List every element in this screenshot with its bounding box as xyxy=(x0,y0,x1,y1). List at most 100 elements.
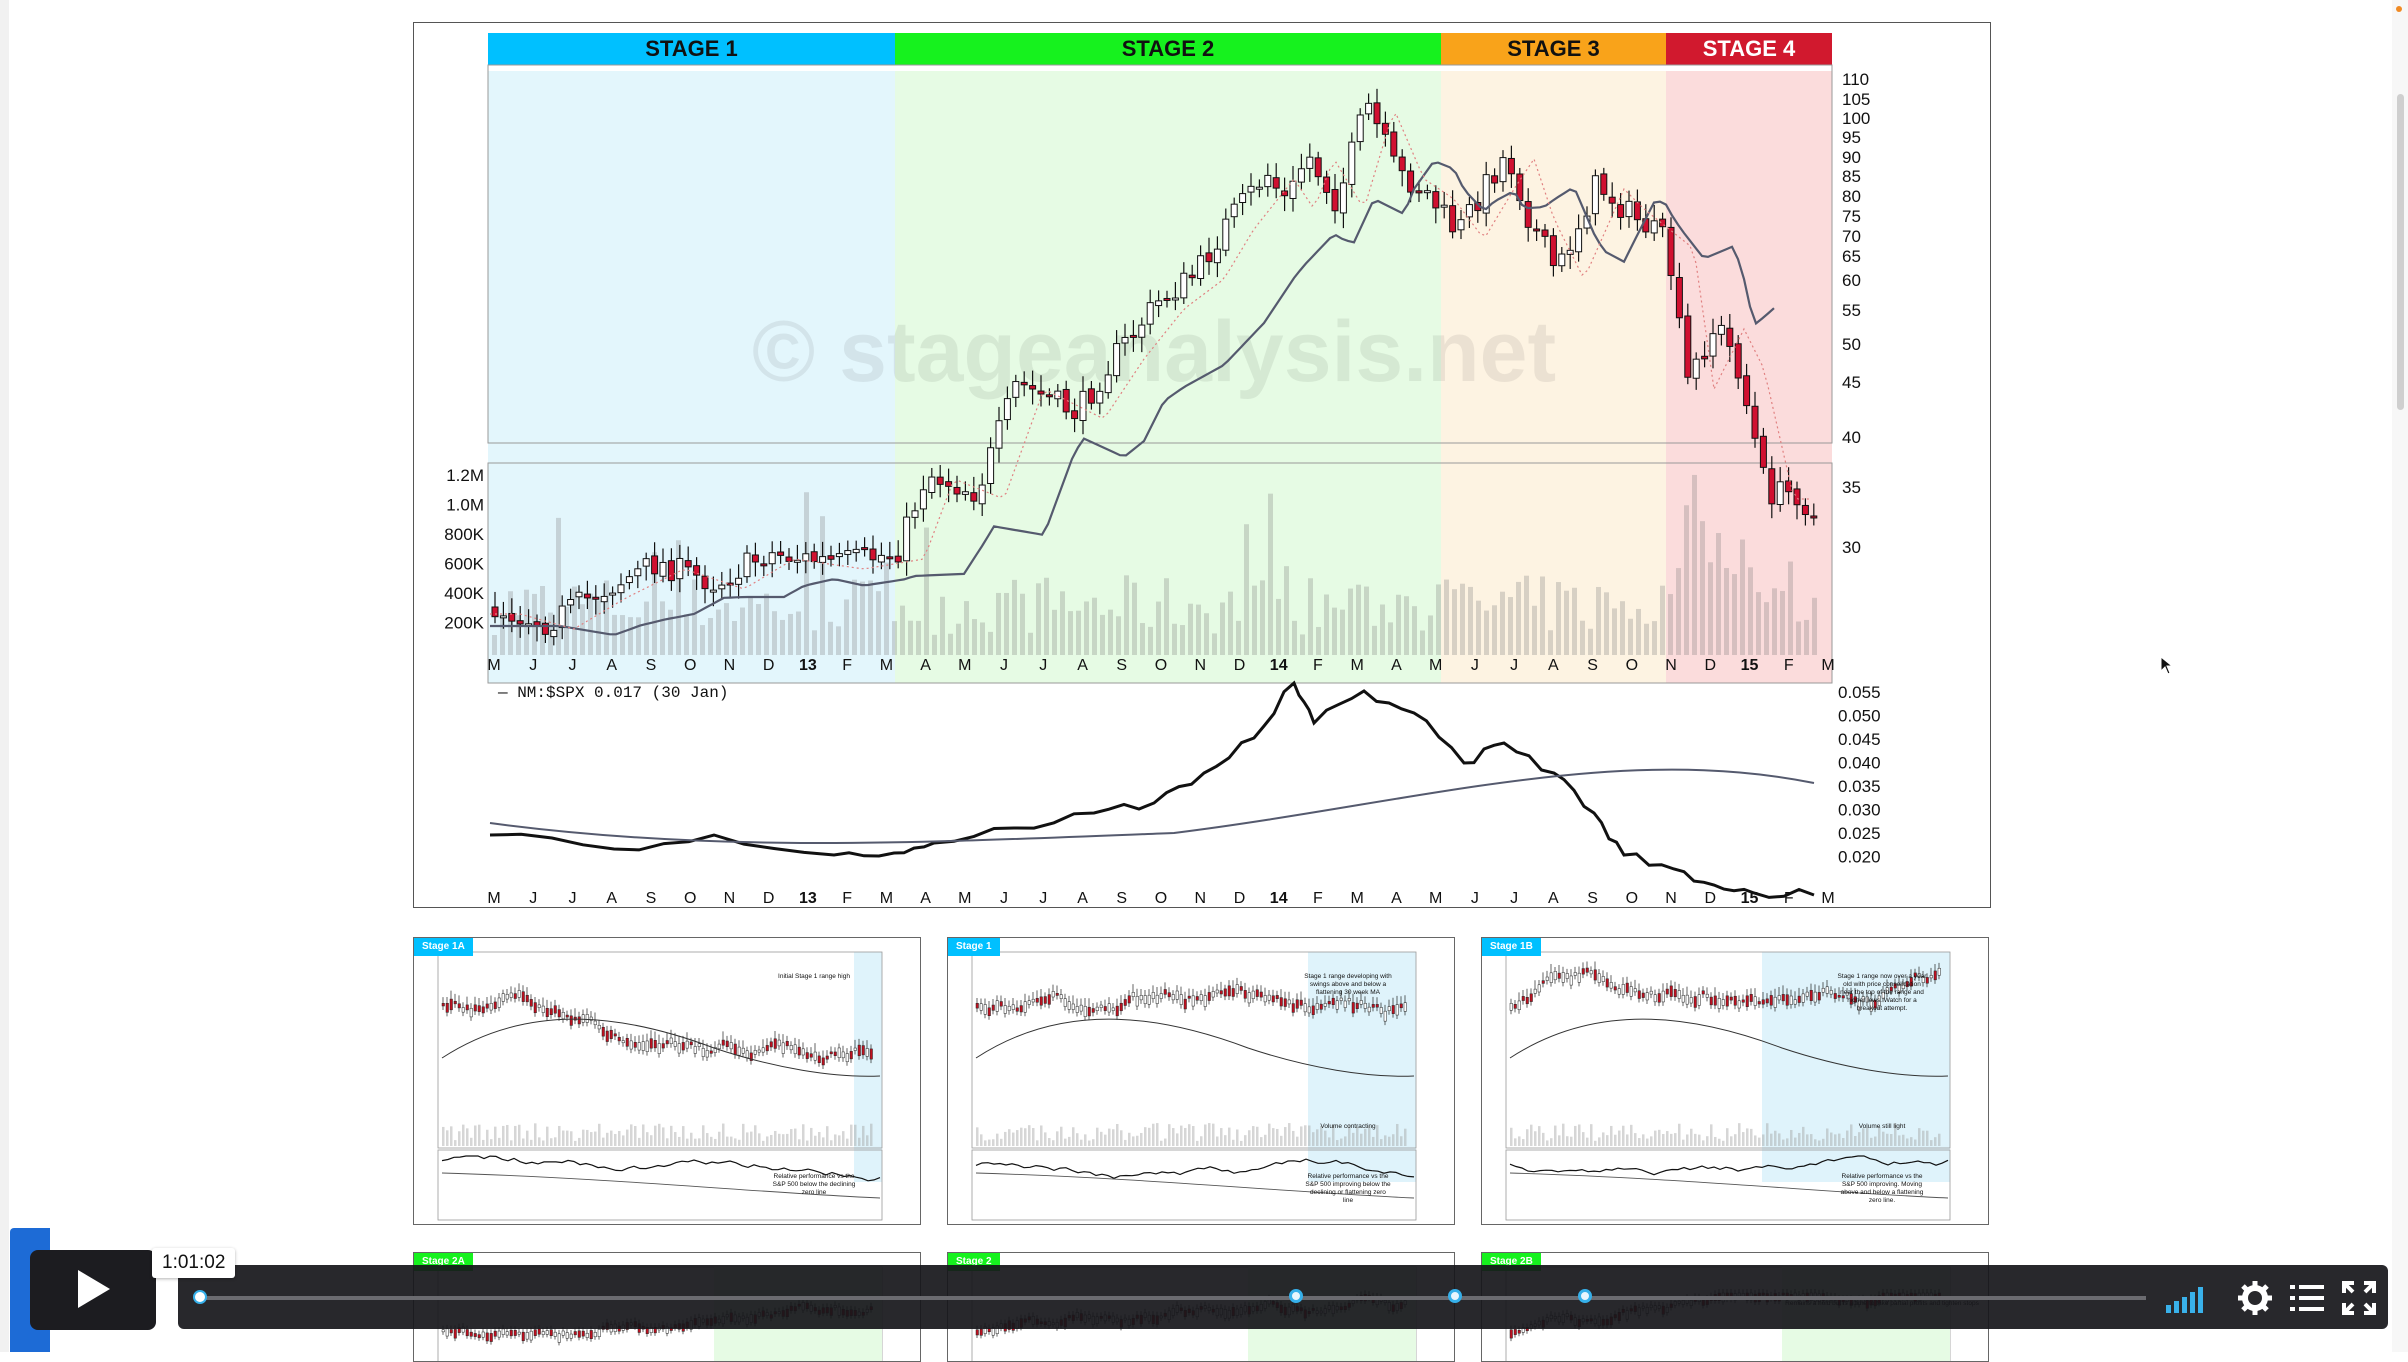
candle-body xyxy=(701,1048,705,1057)
candle-body xyxy=(573,1016,577,1021)
chapter-marker[interactable] xyxy=(1578,1289,1592,1303)
volume-icon[interactable] xyxy=(2164,1279,2204,1317)
candle-body xyxy=(1677,990,1681,999)
volume-bar xyxy=(780,619,785,655)
chapter-marker[interactable] xyxy=(1448,1289,1462,1303)
candle-body xyxy=(865,1048,869,1057)
candle-body xyxy=(1521,996,1525,1001)
candle-body xyxy=(1726,327,1734,347)
thumbnail-stage-1b[interactable]: Stage 1 range now over a year old with pr… xyxy=(1481,937,1989,1225)
stage-analysis-chart-svg: STAGE 1 STAGE 2 STAGE 3 STAGE 4 © stageanaly… xyxy=(444,33,1881,907)
candle-body xyxy=(1759,435,1767,468)
candle-body xyxy=(1725,995,1729,1007)
candle-body xyxy=(1513,1329,1517,1335)
candle-body xyxy=(1701,990,1705,995)
candle-body xyxy=(709,1050,713,1054)
chapters-list-icon[interactable] xyxy=(2288,1279,2328,1317)
candle-body xyxy=(1031,998,1035,1003)
candle-body xyxy=(1043,996,1047,1004)
price-axis-label: 40 xyxy=(1842,428,1861,447)
candle-body xyxy=(605,1030,609,1042)
volume-bar xyxy=(500,617,505,655)
volume-bar xyxy=(1564,590,1569,655)
candle-body xyxy=(1692,358,1700,379)
volume-bar xyxy=(1372,1136,1375,1146)
volume-bar xyxy=(1284,1127,1287,1146)
candle-body xyxy=(637,1042,641,1051)
annotation-text: near the top of the range and xyxy=(1840,989,1924,996)
chapter-marker[interactable] xyxy=(1289,1289,1303,1303)
candle-body xyxy=(1565,973,1569,979)
volume-bar xyxy=(492,634,497,655)
candle-body xyxy=(1323,176,1331,193)
fullscreen-icon[interactable] xyxy=(2340,1279,2380,1317)
candle-body xyxy=(1029,385,1037,390)
volume-bar xyxy=(1910,1137,1913,1146)
volume-bar xyxy=(1934,1137,1937,1146)
candle-body xyxy=(477,1334,481,1339)
thumbnail-stage-1[interactable]: Stage 1 range developing with swings abov… xyxy=(947,937,1455,1225)
month-label: J xyxy=(568,890,576,907)
scrollbar-track[interactable] xyxy=(2392,0,2408,1352)
volume-axis-label: 1.2M xyxy=(446,466,484,485)
volume-bar xyxy=(1510,1127,1513,1146)
month-label: M xyxy=(880,657,893,674)
candle-body xyxy=(1403,1002,1407,1012)
candle-body xyxy=(1757,1001,1761,1005)
volume-bar xyxy=(794,1128,797,1146)
volume-bar xyxy=(1444,579,1449,655)
progress-scrubber[interactable] xyxy=(193,1290,207,1304)
candle-body xyxy=(1659,218,1667,228)
candle-body xyxy=(505,1331,509,1336)
play-button[interactable] xyxy=(30,1250,156,1330)
candle-body xyxy=(1219,990,1223,995)
volume-bar xyxy=(1164,578,1169,655)
progress-bar[interactable] xyxy=(200,1296,2146,1300)
month-label: J xyxy=(1510,657,1518,674)
thumbnail-chart: Initial Stage 1 range high Relative perfo… xyxy=(437,951,883,1221)
candle-body xyxy=(757,1049,761,1053)
candle-body xyxy=(1905,981,1909,987)
volume-bar xyxy=(782,1134,785,1146)
candle-body xyxy=(1113,343,1121,377)
candle-body xyxy=(1921,976,1925,983)
scrollbar-thumb[interactable] xyxy=(2397,94,2404,410)
volume-bar xyxy=(834,1134,837,1146)
thumbnail-stage-1a[interactable]: Initial Stage 1 range high Relative perfo… xyxy=(413,937,921,1225)
settings-gear-icon[interactable] xyxy=(2236,1279,2276,1317)
candle-body xyxy=(844,550,852,555)
candle-body xyxy=(1597,973,1601,983)
volume-bar xyxy=(1340,609,1345,655)
volume-bar xyxy=(1380,1139,1383,1146)
candle-body xyxy=(1717,324,1725,335)
volume-bar xyxy=(1674,1133,1677,1146)
candle-body xyxy=(1121,336,1129,344)
candle-body xyxy=(549,1329,553,1336)
volume-bar xyxy=(1372,625,1377,655)
volume-bar xyxy=(1782,1139,1785,1146)
volume-bar xyxy=(1802,1126,1805,1146)
candle-body xyxy=(861,1045,865,1056)
volume-bar xyxy=(766,1136,769,1146)
candle-body xyxy=(886,556,894,560)
volume-bar xyxy=(826,1126,829,1146)
month-label: F xyxy=(842,890,852,907)
volume-bar xyxy=(1522,1139,1525,1146)
candle-body xyxy=(1743,375,1751,407)
rs-axis-label: 0.035 xyxy=(1838,777,1881,796)
candle-body xyxy=(773,1038,777,1049)
volume-bar xyxy=(1068,1136,1071,1146)
candle-body xyxy=(1717,998,1721,1009)
volume-bar xyxy=(1542,1132,1545,1146)
volume-bar xyxy=(1236,1129,1239,1146)
stage-label: STAGE 2 xyxy=(1122,36,1215,61)
candle-body xyxy=(1833,993,1837,999)
volume-bar xyxy=(596,600,601,655)
candle-body xyxy=(999,1001,1003,1007)
stage-label: STAGE 1 xyxy=(645,36,738,61)
volume-bar xyxy=(788,613,793,655)
candle-body xyxy=(1729,996,1733,1001)
candle-body xyxy=(1801,993,1805,1003)
candle-body xyxy=(693,565,701,576)
candle-body xyxy=(649,1038,653,1049)
